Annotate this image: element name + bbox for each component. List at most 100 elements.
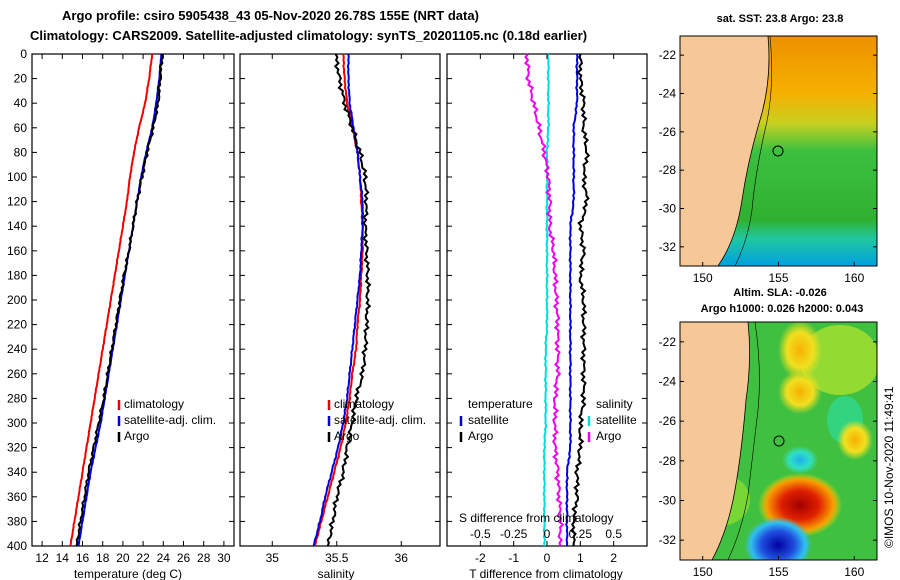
- series-line-temperature-argo: [570, 53, 591, 547]
- sla-profile-marker: [773, 435, 785, 447]
- depth-tick-label: 120: [7, 195, 27, 209]
- sst-map: [680, 36, 877, 266]
- sla-land: [680, 322, 750, 560]
- lat-tick-label: -24: [659, 87, 677, 101]
- legend-satellite-label: satellite-adj. clim.: [124, 413, 216, 427]
- depth-tick-label: 80: [14, 145, 28, 159]
- x-tick-label: 2: [610, 551, 617, 565]
- lon-tick-label: 155: [768, 565, 788, 579]
- depth-tick-label: 280: [7, 391, 27, 405]
- sla-feature: [778, 370, 822, 414]
- depth-tick-label: 300: [7, 416, 27, 430]
- legend-argo-label: Argo: [124, 429, 150, 443]
- legend-climatology-label: climatology: [124, 397, 184, 411]
- temperature-panel: [31, 53, 235, 547]
- depth-tick-label: 220: [7, 318, 27, 332]
- sla-feature: [778, 322, 822, 380]
- depth-tick-label: 260: [7, 367, 27, 381]
- sla-map: [680, 322, 877, 560]
- series-line-argo: [326, 53, 372, 547]
- s-tick-label: 0.25: [569, 527, 593, 541]
- series-line-salinity-argo: [523, 53, 565, 547]
- x-axes: 12 14 16 18 20 22 24 26 28 30 35 35.5 36 -2 -1 0 1 2-0.5-…: [35, 54, 622, 565]
- x-tick-label: 35.5: [325, 551, 349, 565]
- depth-tick-label: 40: [14, 96, 28, 110]
- x-tick-label: 36: [395, 551, 409, 565]
- lon-tick-label: 150: [693, 271, 713, 285]
- legend-t-satellite-label: satellite: [468, 413, 509, 427]
- figure-title-line2: Climatology: CARS2009. Satellite-adjuste…: [30, 28, 587, 43]
- sla-isobath: [727, 322, 760, 560]
- difference-series: [523, 53, 591, 547]
- sst-coastline: [717, 36, 770, 266]
- series-line-salinity-satellite: [542, 53, 551, 547]
- s-tick-label: 0.5: [605, 527, 622, 541]
- series-line-climatology: [69, 53, 154, 547]
- sla-feature: [782, 446, 818, 474]
- x-tick-label: -2: [475, 551, 486, 565]
- x-tick-label: 35: [266, 551, 280, 565]
- depth-tick-label: 400: [7, 539, 27, 553]
- x-tick-label: 12: [35, 551, 49, 565]
- sla-map-title-line1: Altim. SLA: -0.026: [733, 287, 827, 299]
- depth-tick-label: 20: [14, 72, 28, 86]
- lat-tick-label: -30: [659, 494, 677, 508]
- lon-tick-label: 155: [768, 271, 788, 285]
- temperature-axis-title: temperature (deg C): [74, 567, 182, 580]
- lat-tick-label: -32: [659, 533, 677, 547]
- salinity-panel: [239, 53, 441, 547]
- depth-tick-label: 320: [7, 441, 27, 455]
- sst-profile-marker: [772, 145, 784, 157]
- depth-tick-label: 380: [7, 514, 27, 528]
- x-tick-label: 24: [157, 551, 171, 565]
- temperature-series: [69, 53, 164, 547]
- depth-tick-label: 360: [7, 490, 27, 504]
- sla-map-title-line2: Argo h1000: 0.026 h2000: 0.043: [701, 303, 864, 315]
- lon-tick-label: 160: [844, 565, 864, 579]
- legend-salinity-title: salinity: [596, 397, 633, 411]
- imos-watermark: ©IMOS 10-Nov-2020 11:49:41: [882, 386, 896, 548]
- difference-axis-title: T difference from climatology: [469, 567, 623, 580]
- depth-tick-label: 100: [7, 170, 27, 184]
- depth-tick-label: 340: [7, 465, 27, 479]
- x-tick-label: 26: [177, 551, 191, 565]
- lat-tick-label: -30: [659, 202, 677, 216]
- depth-tick-label: 140: [7, 219, 27, 233]
- lat-tick-label: -28: [659, 163, 677, 177]
- x-tick-label: 16: [76, 551, 90, 565]
- depth-tick-label: 0: [20, 47, 27, 61]
- x-tick-label: 18: [96, 551, 110, 565]
- lon-tick-label: 150: [693, 565, 713, 579]
- sla-map-axes: -22 -24 -26 -28 -30 -32 150 155 160: [659, 335, 877, 579]
- sst-isobath: [734, 36, 772, 266]
- temperature-legend: climatology satellite-adj. clim. Argo: [117, 397, 216, 443]
- lat-tick-label: -28: [659, 454, 677, 468]
- s-tick-label: -0.25: [500, 527, 528, 541]
- depth-tick-label: 160: [7, 244, 27, 258]
- legend-s-argo-label: Argo: [596, 429, 622, 443]
- x-tick-label: -1: [508, 551, 519, 565]
- sst-map-axes: -22 -24 -26 -28 -30 -32 150 155 160: [659, 48, 877, 285]
- salinity-legend: climatology satellite-adj. clim. Argo: [327, 397, 426, 443]
- x-tick-label: 20: [116, 551, 130, 565]
- lat-tick-label: -32: [659, 240, 677, 254]
- sst-map-title: sat. SST: 23.8 Argo: 23.8: [717, 13, 844, 25]
- legend-t-argo-label: Argo: [468, 429, 494, 443]
- x-tick-label: 30: [217, 551, 231, 565]
- x-tick-label: 1: [577, 551, 584, 565]
- sla-feature: [744, 517, 812, 560]
- legend-satellite-label: satellite-adj. clim.: [334, 413, 426, 427]
- x-tick-label: 28: [197, 551, 211, 565]
- lat-tick-label: -26: [659, 125, 677, 139]
- lat-tick-label: -22: [659, 335, 677, 349]
- depth-tick-label: 240: [7, 342, 27, 356]
- depth-tick-label: 200: [7, 293, 27, 307]
- series-line-argo: [75, 53, 164, 547]
- legend-argo-label: Argo: [334, 429, 360, 443]
- depth-axis: 0 20 40 60 80 100 120 140 160 180 200 220 240 260 280 3…: [7, 47, 647, 553]
- s-tick-label: 0: [544, 527, 551, 541]
- sla-feature: [837, 420, 873, 460]
- difference-legend: temperature salinity satellite Argo sate…: [459, 397, 637, 525]
- s-tick-label: -0.5: [470, 527, 491, 541]
